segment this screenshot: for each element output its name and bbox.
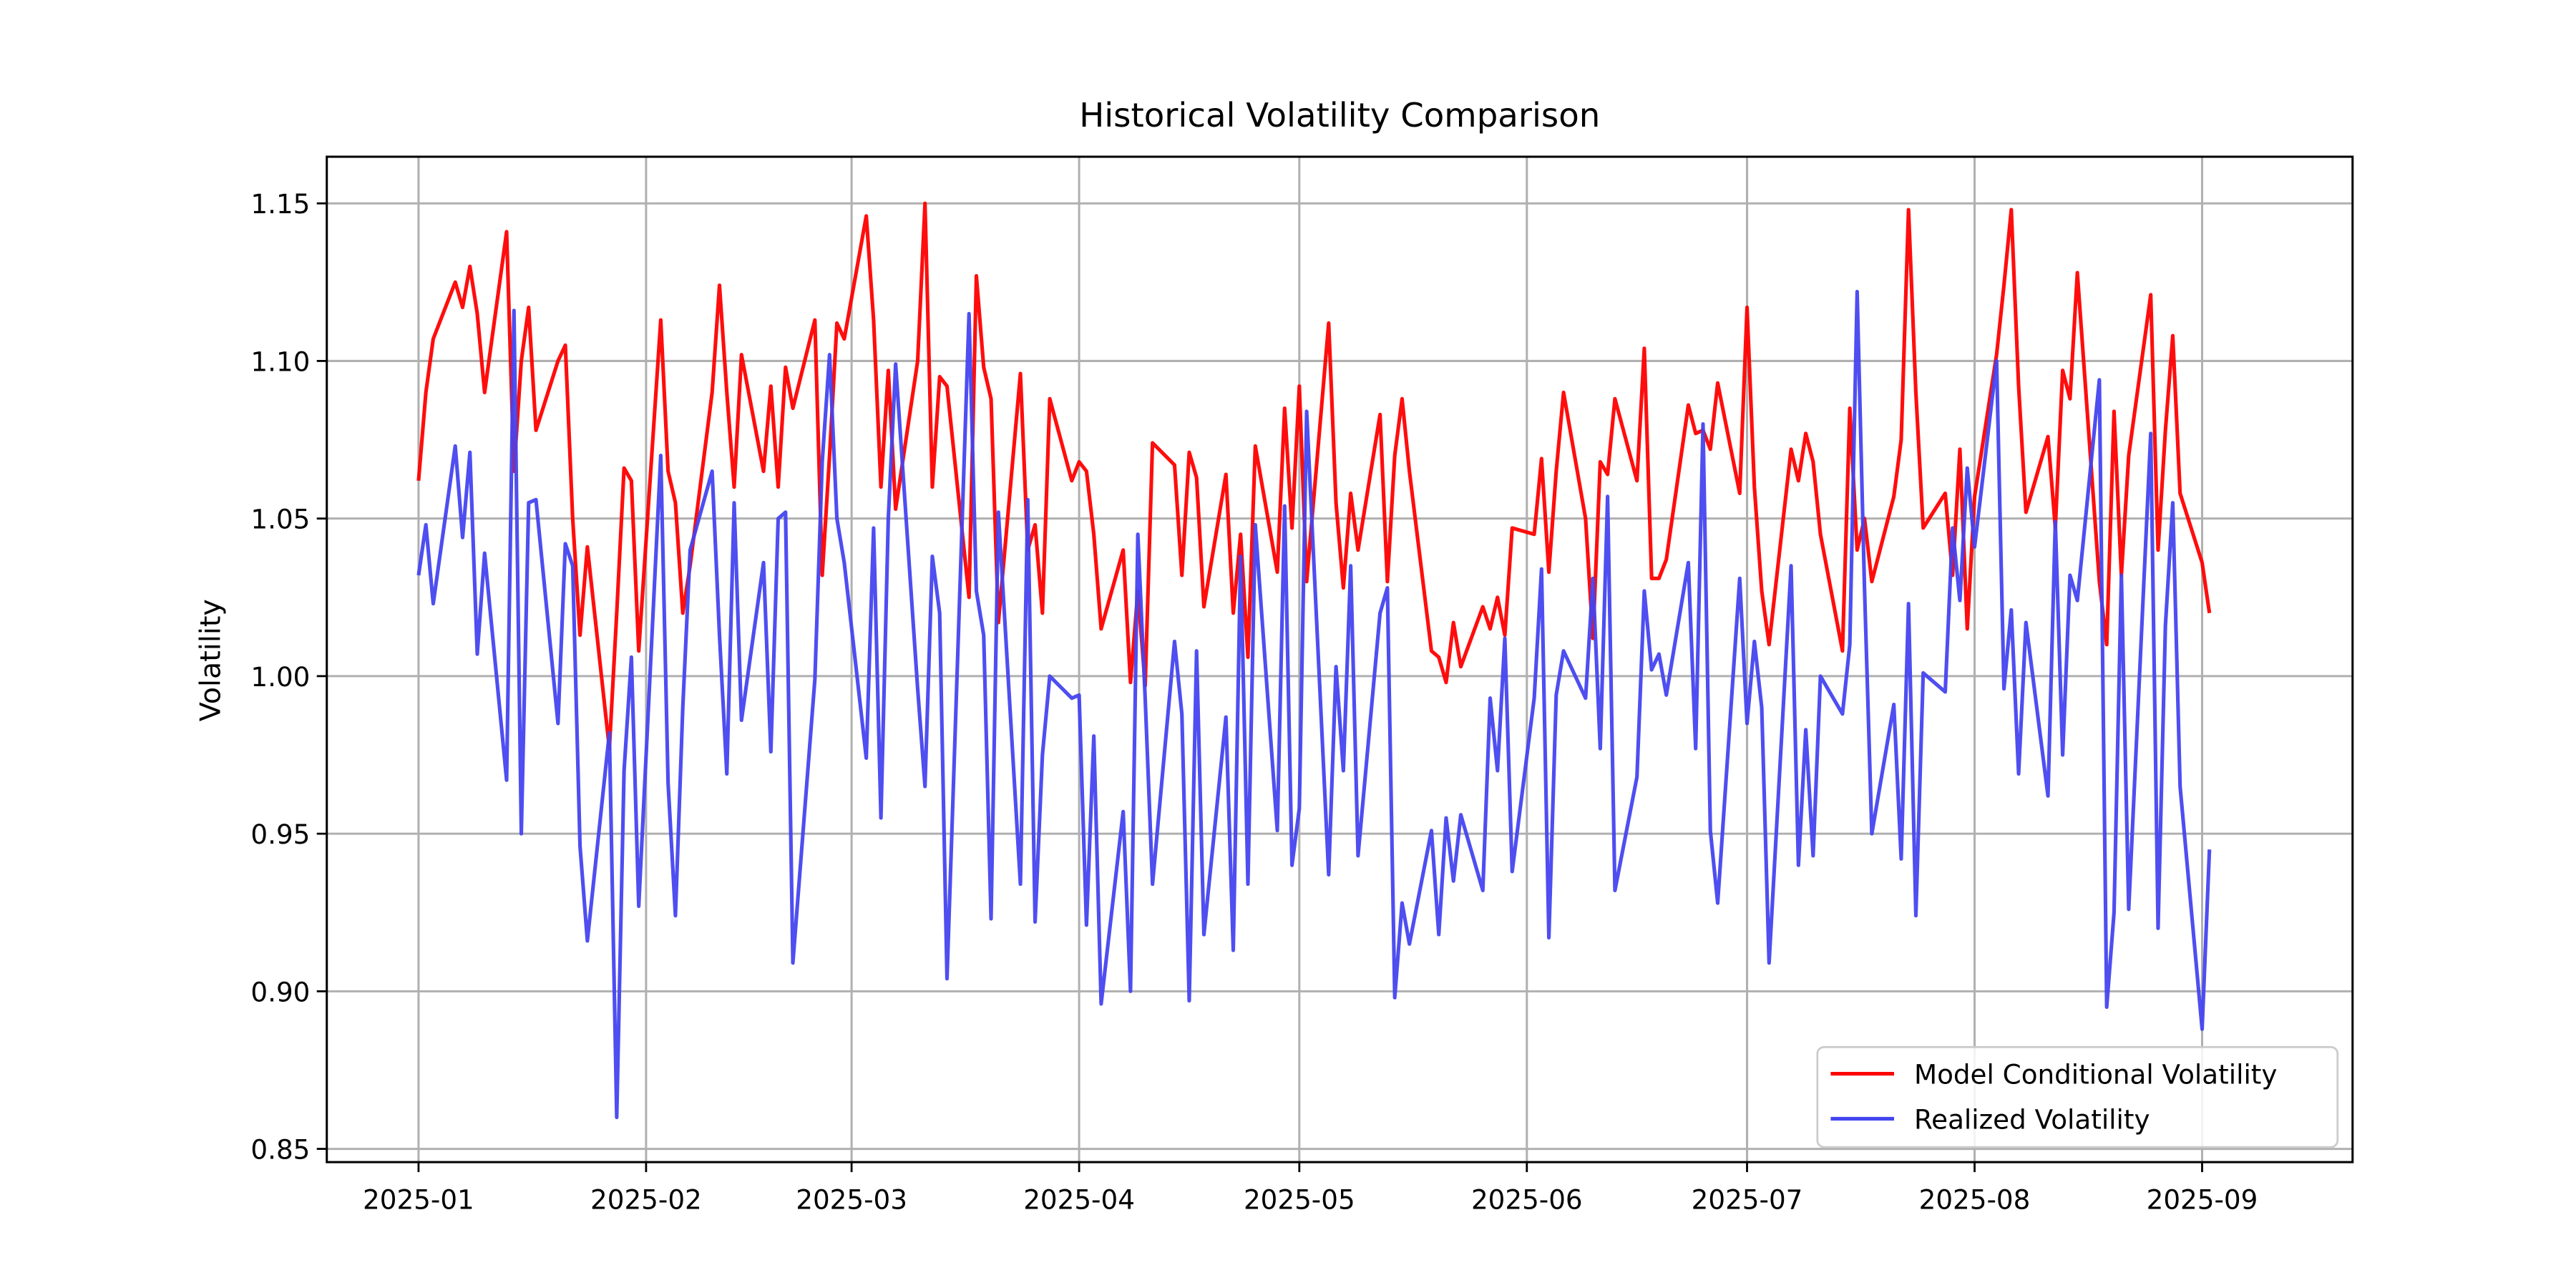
y-tick-label: 1.15 — [250, 188, 310, 220]
y-tick-label: 0.85 — [250, 1134, 310, 1166]
x-tick-label: 2025-08 — [1919, 1184, 2031, 1215]
legend-label: Model Conditional Volatility — [1914, 1059, 2278, 1091]
legend-box — [1816, 1045, 2339, 1148]
y-tick-label: 1.00 — [250, 661, 310, 693]
axes-frame — [326, 155, 2354, 1163]
y-tick-label: 0.90 — [250, 976, 310, 1008]
x-tick-label: 2025-06 — [1471, 1184, 1583, 1215]
series-line — [416, 201, 2212, 751]
chart-title: Historical Volatility Comparison — [1079, 96, 1600, 135]
x-tick-label: 2025-07 — [1692, 1184, 1803, 1215]
x-tick-label: 2025-01 — [363, 1184, 474, 1215]
x-tick-label: 2025-02 — [590, 1184, 702, 1215]
series-line — [416, 289, 2212, 1120]
x-tick-label: 2025-05 — [1244, 1184, 1355, 1215]
x-tick-label: 2025-04 — [1023, 1184, 1135, 1215]
y-axis-label: Volatility — [195, 599, 228, 721]
legend: Model Conditional Volatility Realized Vol… — [1816, 1045, 2339, 1148]
legend-label: Realized Volatility — [1914, 1103, 2150, 1135]
y-tick-label: 0.95 — [250, 819, 310, 850]
x-tick-label: 2025-09 — [2147, 1184, 2258, 1215]
y-tick-label: 1.05 — [250, 504, 310, 535]
x-tick-label: 2025-03 — [796, 1184, 907, 1215]
y-tick-label: 1.10 — [250, 346, 310, 377]
